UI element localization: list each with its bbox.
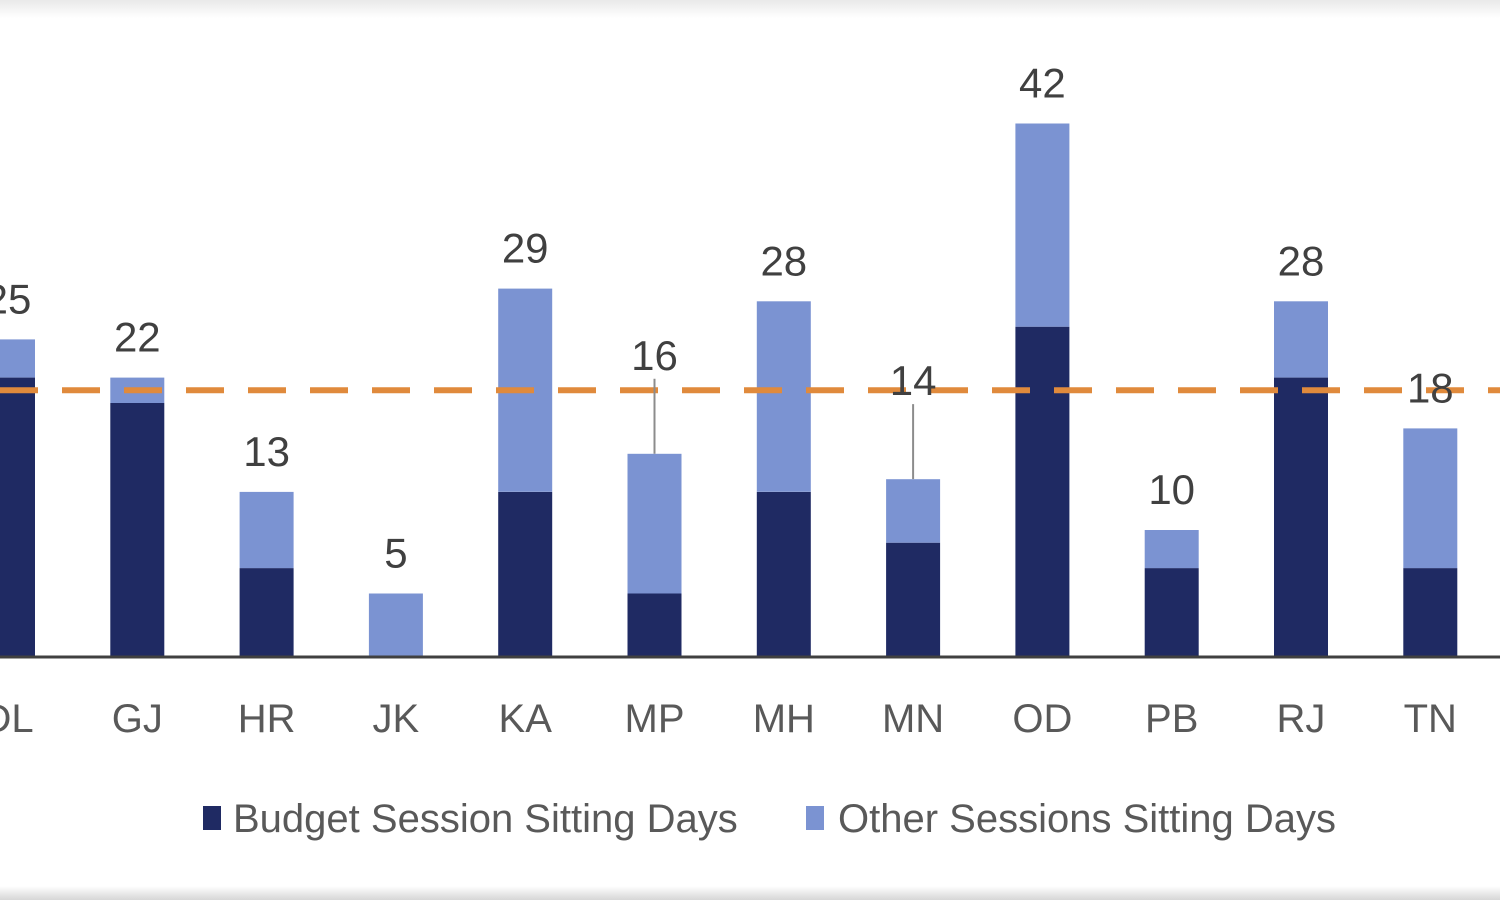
bar-other-sessions bbox=[368, 593, 423, 657]
data-label-total: 42 bbox=[1019, 60, 1066, 107]
data-label-total: 14 bbox=[890, 357, 937, 404]
bar-budget-session bbox=[1015, 326, 1070, 657]
data-label-total: 29 bbox=[502, 225, 549, 272]
x-tick-label: OD bbox=[1012, 697, 1072, 741]
data-label-total: 22 bbox=[114, 314, 161, 361]
bar-budget-session bbox=[1403, 568, 1458, 657]
x-tick-label: HR bbox=[238, 697, 296, 741]
bar-other-sessions bbox=[0, 339, 35, 378]
data-label-total: 16 bbox=[631, 332, 678, 379]
data-label-total: 13 bbox=[243, 428, 290, 475]
data-label-total: 10 bbox=[1148, 466, 1195, 513]
top-edge-shadow bbox=[0, 0, 1500, 18]
bar-other-sessions bbox=[1403, 428, 1458, 569]
x-tick-label: MP bbox=[625, 697, 685, 741]
bar-other-sessions bbox=[1015, 123, 1070, 327]
x-tick-label: PB bbox=[1145, 697, 1198, 741]
x-tick-label: DL bbox=[0, 697, 34, 741]
bottom-edge-shadow bbox=[0, 886, 1500, 900]
bar-budget-session bbox=[1144, 568, 1199, 657]
legend-swatch-other bbox=[806, 806, 824, 830]
bar-other-sessions bbox=[1144, 530, 1199, 569]
x-tick-label: KA bbox=[499, 697, 553, 741]
bar-budget-session bbox=[0, 377, 35, 657]
bar-other-sessions bbox=[239, 491, 294, 569]
bar-budget-session bbox=[110, 403, 165, 657]
bar-other-sessions bbox=[627, 453, 682, 594]
legend-swatch-budget bbox=[203, 806, 221, 830]
bar-budget-session bbox=[886, 542, 941, 657]
x-tick-label: RJ bbox=[1277, 697, 1326, 741]
data-label-total: 28 bbox=[760, 237, 807, 284]
data-label-total: 5 bbox=[384, 530, 407, 577]
bar-budget-session bbox=[1274, 377, 1328, 657]
legend-label-budget: Budget Session Sitting Days bbox=[233, 797, 738, 841]
data-label-total: 28 bbox=[1278, 237, 1325, 284]
x-tick-label: GJ bbox=[112, 697, 163, 741]
x-tick-label: JK bbox=[373, 697, 420, 741]
bar-budget-session bbox=[627, 593, 682, 657]
bar-budget-session bbox=[498, 491, 553, 657]
bar-other-sessions bbox=[756, 301, 811, 492]
axis-layer: DL GJ HR JK KA MP MH MN OD PB RJ TN bbox=[0, 655, 1500, 741]
x-tick-label: MH bbox=[753, 697, 815, 741]
x-tick-label: MN bbox=[882, 697, 944, 741]
bar-budget-session bbox=[239, 568, 294, 657]
legend-label-other: Other Sessions Sitting Days bbox=[838, 797, 1336, 841]
bars-layer bbox=[0, 123, 1458, 657]
legend: Budget Session Sitting Days Other Sessio… bbox=[203, 797, 1336, 841]
x-tick-label: TN bbox=[1404, 697, 1457, 741]
bar-budget-session bbox=[756, 491, 811, 657]
bar-other-sessions bbox=[1274, 301, 1328, 378]
bar-other-sessions bbox=[886, 479, 941, 543]
labels-layer: 25 22 13 5 29 16 28 14 42 10 28 18 bbox=[0, 60, 1454, 577]
data-label-total: 18 bbox=[1407, 364, 1454, 411]
data-label-total: 25 bbox=[0, 275, 31, 322]
